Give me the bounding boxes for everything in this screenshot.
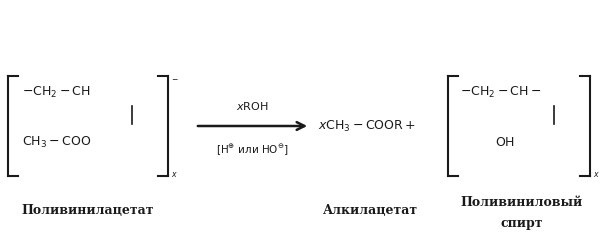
Text: спирт: спирт [501, 218, 543, 230]
Text: $^{-}$: $^{-}$ [171, 77, 179, 87]
Text: Алкилацетат: Алкилацетат [322, 203, 418, 217]
Text: $x\mathrm{ROH}$: $x\mathrm{ROH}$ [236, 100, 268, 112]
Text: $_x$: $_x$ [171, 170, 178, 180]
Text: Поливиниловый: Поливиниловый [461, 195, 583, 208]
Text: $-\mathrm{CH_2}-\mathrm{CH}-$: $-\mathrm{CH_2}-\mathrm{CH}-$ [460, 84, 542, 99]
Text: $\mathrm{CH_3}-\mathrm{COO}$: $\mathrm{CH_3}-\mathrm{COO}$ [22, 134, 91, 149]
Text: $_x$: $_x$ [593, 170, 600, 180]
Text: $x\mathrm{CH_3}-\mathrm{COOR}+$: $x\mathrm{CH_3}-\mathrm{COOR}+$ [318, 119, 416, 134]
Text: Поливинилацетат: Поливинилацетат [22, 203, 154, 217]
Text: $[\mathrm{H}^{\oplus}\ \mathrm{или}\ \mathrm{HO}^{\ominus}]$: $[\mathrm{H}^{\oplus}\ \mathrm{или}\ \ma… [215, 143, 288, 158]
Text: $\mathrm{OH}$: $\mathrm{OH}$ [495, 135, 515, 149]
Text: $-\mathrm{CH_2}-\mathrm{CH}$: $-\mathrm{CH_2}-\mathrm{CH}$ [22, 84, 91, 99]
